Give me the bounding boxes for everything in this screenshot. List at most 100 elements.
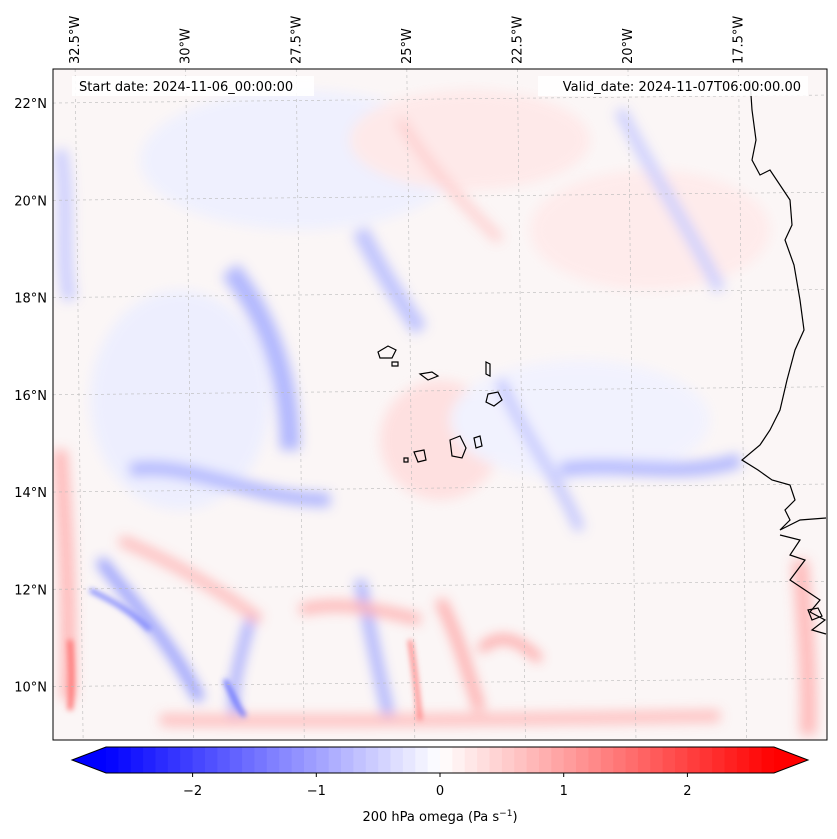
island-santo-antao bbox=[377, 345, 397, 359]
omega-field bbox=[53, 90, 817, 736]
colorbar-cell bbox=[229, 747, 243, 773]
lat-tick-label: 16°N bbox=[14, 389, 47, 404]
colorbar-cells bbox=[106, 747, 775, 773]
africa-coastline bbox=[740, 79, 827, 531]
colorbar-cell bbox=[761, 747, 775, 773]
colorbar-cell bbox=[217, 747, 231, 773]
colorbar-cell bbox=[106, 747, 119, 773]
map-panel bbox=[52, 68, 828, 741]
coastline bbox=[377, 79, 827, 635]
start-date-text: Start date: 2024-11-06_00:00:00 bbox=[79, 80, 293, 95]
colorbar-cell bbox=[625, 747, 639, 773]
map-frame bbox=[52, 68, 828, 741]
colorbar-cell bbox=[118, 747, 132, 773]
valid-date-box bbox=[538, 76, 808, 96]
colorbar-cell bbox=[279, 747, 293, 773]
gridline-lon bbox=[517, 69, 526, 740]
colorbar-cell bbox=[464, 747, 478, 773]
island-santiago bbox=[449, 435, 467, 459]
colorbar-cell bbox=[155, 747, 169, 773]
colorbar-cell bbox=[613, 747, 627, 773]
colorbar-cell bbox=[353, 747, 367, 773]
colorbar-cell bbox=[328, 747, 342, 773]
colorbar-cell bbox=[501, 747, 515, 773]
island-brava bbox=[403, 457, 409, 463]
gridline-lon bbox=[627, 69, 637, 740]
colorbar-cell bbox=[749, 747, 763, 773]
colorbar-cell bbox=[390, 747, 404, 773]
island-boa-vista bbox=[485, 391, 503, 407]
lat-tick-label: 20°N bbox=[14, 194, 47, 209]
colorbar-cell bbox=[724, 747, 738, 773]
colorbar-cell bbox=[675, 747, 689, 773]
island-fogo bbox=[413, 449, 427, 463]
colorbar-cell bbox=[489, 747, 503, 773]
colorbar: −2 −1 0 1 2 200 hPa omega (Pa s−1) bbox=[70, 746, 810, 825]
colorbar-tick-label: 0 bbox=[436, 784, 444, 799]
colorbar-tick-label: −2 bbox=[183, 784, 202, 799]
lon-tick-label: 30°W bbox=[179, 28, 194, 64]
colorbar-cell bbox=[143, 747, 157, 773]
longitude-tick-labels: 32.5°W 30°W 27.5°W 25°W 22.5°W 20°W 17.5°W bbox=[68, 16, 746, 64]
map-gridlines bbox=[53, 69, 827, 740]
colorbar-cell bbox=[378, 747, 392, 773]
lat-tick-label: 10°N bbox=[14, 681, 47, 696]
lat-tick-label: 22°N bbox=[14, 97, 47, 112]
guinea-coastline bbox=[779, 534, 827, 635]
colorbar-cell bbox=[526, 747, 540, 773]
lon-tick-label: 17.5°W bbox=[732, 16, 747, 64]
colorbar-cell bbox=[266, 747, 280, 773]
colorbar-cell bbox=[551, 747, 565, 773]
gridline-lon bbox=[738, 69, 747, 740]
colorbar-cell bbox=[477, 747, 491, 773]
colorbar-ticks: −2 −1 0 1 2 bbox=[183, 773, 692, 799]
island-bijagos bbox=[807, 607, 823, 621]
colorbar-cell bbox=[180, 747, 194, 773]
lat-tick-label: 18°N bbox=[14, 292, 47, 307]
lon-tick-label: 27.5°W bbox=[289, 16, 304, 64]
colorbar-tick-label: −1 bbox=[307, 784, 326, 799]
lon-tick-label: 32.5°W bbox=[68, 16, 83, 64]
colorbar-cell bbox=[291, 747, 305, 773]
valid-date-text: Valid_date: 2024-11-07T06:00:00.00 bbox=[563, 80, 801, 95]
colorbar-cell bbox=[130, 747, 144, 773]
colorbar-tick-label: 1 bbox=[560, 784, 568, 799]
colorbar-cell bbox=[242, 747, 256, 773]
colorbar-cell bbox=[662, 747, 676, 773]
colorbar-label: 200 hPa omega (Pa s−1) bbox=[362, 809, 517, 825]
gridline-lon bbox=[74, 69, 84, 740]
colorbar-cell bbox=[588, 747, 602, 773]
colorbar-tick-label: 2 bbox=[683, 784, 691, 799]
valid-date-annotation: Valid_date: 2024-11-07T06:00:00.00 bbox=[538, 76, 808, 96]
colorbar-cell bbox=[167, 747, 181, 773]
gridline-lon bbox=[295, 69, 305, 740]
colorbar-cell bbox=[415, 747, 429, 773]
lat-tick-label: 12°N bbox=[14, 583, 47, 598]
colorbar-cell bbox=[303, 747, 317, 773]
colorbar-cell bbox=[514, 747, 528, 773]
lon-tick-label: 22.5°W bbox=[510, 16, 525, 64]
colorbar-cell bbox=[576, 747, 590, 773]
lat-tick-label: 14°N bbox=[14, 486, 47, 501]
colorbar-cell bbox=[440, 747, 453, 773]
colorbar-cell bbox=[637, 747, 651, 773]
colorbar-extend-min bbox=[72, 747, 106, 773]
island-maio bbox=[473, 435, 483, 449]
colorbar-cell bbox=[365, 747, 379, 773]
colorbar-extend-max bbox=[774, 747, 808, 773]
colorbar-cell bbox=[563, 747, 577, 773]
lon-tick-label: 25°W bbox=[400, 28, 415, 64]
colorbar-cell bbox=[427, 747, 441, 773]
colorbar-cell bbox=[687, 747, 701, 773]
island-sal bbox=[485, 361, 491, 377]
colorbar-cell bbox=[736, 747, 750, 773]
island-sao-vicente bbox=[391, 361, 399, 367]
colorbar-cell bbox=[192, 747, 206, 773]
colorbar-cell bbox=[316, 747, 330, 773]
colorbar-cell bbox=[600, 747, 614, 773]
colorbar-cell bbox=[254, 747, 268, 773]
colorbar-cell bbox=[341, 747, 355, 773]
gridline-lon bbox=[406, 69, 416, 740]
start-date-annotation: Start date: 2024-11-06_00:00:00 bbox=[72, 76, 314, 96]
